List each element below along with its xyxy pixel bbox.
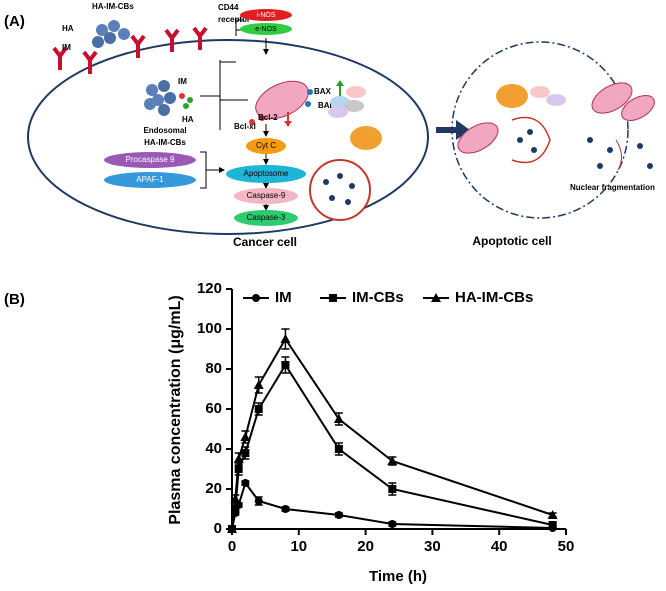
- bclxl-label: Bcl-xl: [234, 122, 256, 131]
- receptor-label: CD44: [218, 3, 239, 12]
- data-point: [254, 497, 263, 505]
- panel-label: (B): [4, 291, 25, 308]
- data-point: [387, 456, 398, 465]
- inos-label: i-NOS: [256, 12, 275, 19]
- data-point: [241, 449, 250, 457]
- apaf1-label: APAF-1: [136, 175, 164, 184]
- apoptosome-label: Apoptosome: [244, 169, 289, 178]
- y-tick-label: 120: [197, 280, 222, 297]
- caspase3-label: Caspase-3: [247, 213, 286, 222]
- caspase9-node: [234, 188, 298, 204]
- caspase3-node: [234, 210, 298, 226]
- apoptotic-cell-label: Apoptotic cell: [472, 234, 551, 248]
- nanoparticle-cluster: [92, 20, 176, 116]
- y-tick-label: 40: [205, 440, 222, 457]
- y-tick-label: 20: [205, 480, 222, 497]
- data-point: [388, 520, 397, 528]
- data-point: [548, 521, 557, 529]
- data-point: [333, 414, 344, 423]
- apaf1-node: [104, 172, 196, 188]
- data-point: [233, 454, 244, 463]
- enos-pill: [240, 23, 292, 35]
- enos-label: e-NOS: [255, 26, 277, 33]
- x-tick-label: 10: [290, 538, 307, 555]
- panel-label: (A): [4, 13, 25, 30]
- apoptosome-node: [226, 165, 306, 183]
- legend-marker: [252, 294, 260, 302]
- legend-label: IM-CBs: [352, 289, 404, 306]
- ha-released: HA: [182, 115, 194, 124]
- data-point: [281, 361, 290, 369]
- nuclear-fragmentation-label: Nuclear fragmentation: [570, 183, 655, 192]
- y-tick-label: 0: [214, 520, 222, 537]
- axes: [231, 289, 566, 530]
- legend-marker: [329, 294, 337, 302]
- x-tick-label: 20: [357, 538, 374, 555]
- series-line: [231, 337, 553, 530]
- data-point: [334, 445, 343, 453]
- data-point: [241, 479, 250, 487]
- apoptotic-cell: [451, 41, 629, 219]
- organelles: [309, 86, 382, 221]
- x-tick-label: 50: [558, 538, 575, 555]
- series-line: [231, 363, 553, 530]
- data-point: [547, 510, 558, 519]
- data-point: [230, 494, 241, 503]
- bad-label: BAD: [318, 101, 336, 110]
- cytc-label: Cyt C: [256, 141, 276, 150]
- legend-marker: [431, 293, 441, 302]
- x-tick-label: 0: [228, 538, 236, 555]
- data-point: [240, 432, 251, 441]
- x-axis-title: Time (h): [369, 568, 427, 585]
- cancer-cell-label: Cancer cell: [233, 235, 297, 249]
- nanoparticle-label: HA-IM-CBs: [92, 2, 134, 11]
- legend-label: HA-IM-CBs: [455, 289, 533, 306]
- procaspase9-label: Procaspase 9: [126, 155, 175, 164]
- y-tick-label: 60: [205, 400, 222, 417]
- endosomal-label: Endosomal: [143, 126, 186, 135]
- cytc-node: [246, 138, 286, 154]
- bax-label: BAX: [314, 87, 332, 96]
- x-tick-label: 30: [424, 538, 441, 555]
- data-point: [253, 380, 264, 389]
- endosomal-label: HA-IM-CBs: [144, 138, 186, 147]
- legend-label: IM: [275, 289, 292, 306]
- inos-pill: [240, 9, 292, 21]
- data-point: [280, 334, 291, 343]
- procaspase9-node: [104, 152, 196, 168]
- data-point: [388, 485, 397, 493]
- bcl2-label: Bcl-2: [258, 113, 278, 122]
- y-tick-label: 80: [205, 360, 222, 377]
- connectors: [200, 60, 248, 130]
- data-point: [254, 405, 263, 413]
- im-released: IM: [178, 77, 187, 86]
- data-point: [281, 505, 290, 513]
- im-label: IM: [62, 43, 71, 52]
- caspase9-label: Caspase-9: [247, 191, 286, 200]
- data-point: [227, 524, 237, 533]
- y-tick-label: 100: [197, 320, 222, 337]
- x-tick-label: 40: [491, 538, 508, 555]
- data-point: [334, 511, 343, 519]
- receptor-label: receptor: [218, 15, 250, 24]
- ha-label: HA: [62, 24, 74, 33]
- apoptotic-contents: [457, 82, 655, 171]
- receptors: [52, 26, 208, 74]
- y-axis-title: Plasma concentration (μg/mL): [167, 295, 184, 524]
- data-point: [231, 505, 240, 513]
